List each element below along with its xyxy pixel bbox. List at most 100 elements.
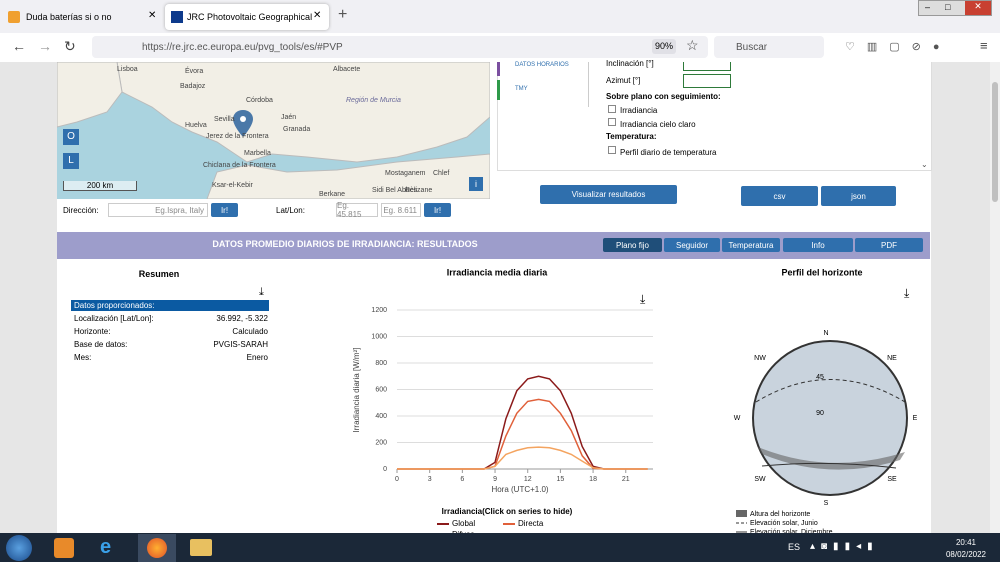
language[interactable]: ES [788, 542, 801, 552]
download-icon[interactable]: ⤓ [640, 292, 646, 306]
go-button[interactable]: Ir! [211, 203, 238, 217]
result-tab[interactable]: Seguidor [664, 238, 720, 252]
json-button[interactable]: json [821, 186, 896, 206]
direction-label: SW [754, 476, 766, 483]
azimuth-label: Azimut [°] [606, 76, 641, 85]
tab[interactable]: Duda baterías si o no ✕ [4, 6, 162, 28]
map-label: Marbella [244, 150, 271, 157]
map-label: Berkane [319, 191, 346, 198]
lat-input[interactable]: Eg. 45.815 [336, 201, 378, 219]
view-results[interactable]: Visualizar resultados [540, 185, 677, 204]
forward[interactable]: → [38, 38, 52, 54]
tray-icons[interactable]: ▴◙▮▮◂▮ [810, 541, 879, 552]
start-button[interactable] [6, 535, 32, 561]
y-axis-label: Irradiancia diaria [W/m²] [352, 348, 361, 433]
taskbar-app-active[interactable] [138, 534, 176, 562]
checkbox[interactable] [608, 146, 616, 154]
checkbox[interactable] [608, 105, 616, 113]
scroll-thumb[interactable] [992, 82, 998, 202]
go-button[interactable]: Ir! [424, 203, 451, 217]
summary-value: PVGIS-SARAH [213, 340, 268, 349]
checkbox-label: Perfil diario de temperatura [620, 148, 717, 157]
result-tab[interactable]: PDF [855, 238, 923, 252]
taskbar-app[interactable] [190, 539, 212, 556]
taskbar-app[interactable] [54, 538, 74, 558]
menu[interactable]: ≡ [980, 38, 988, 53]
window-controls[interactable]: – □ ✕ [918, 0, 992, 16]
legend-entry[interactable]: Global [452, 519, 475, 528]
legend-entry[interactable]: Directa [518, 519, 544, 528]
option-tab[interactable]: TMY [515, 86, 528, 92]
divider [588, 62, 589, 107]
bookmark-star[interactable]: ☆ [686, 37, 699, 53]
panel-scroll[interactable]: ⌄ [921, 160, 928, 169]
address-bar[interactable]: https://re.jrc.ec.europa.eu/pvg_tools/es… [92, 36, 708, 58]
map-label: Sidi Bel Abbès [372, 187, 418, 194]
summary-value: Enero [246, 353, 268, 362]
maximize[interactable]: □ [945, 2, 951, 12]
scrollbar[interactable] [990, 62, 1000, 533]
ring-label: 45 [816, 374, 824, 381]
minimize[interactable]: – [925, 2, 931, 12]
options-panel [497, 62, 932, 171]
horizon-disc [752, 340, 908, 496]
inclination-label: Inclinación [°] [606, 59, 654, 68]
location-pin[interactable] [233, 110, 253, 137]
tab-title: Duda baterías si o no [26, 12, 112, 22]
result-tab[interactable]: Plano fijo [603, 238, 662, 252]
firefox-icon [147, 538, 167, 558]
tab-close[interactable]: ✕ [148, 10, 157, 21]
checkbox-label: Irradiancia cielo claro [620, 120, 696, 129]
toolbar-icons[interactable]: ♡▥▢⊘● [845, 41, 952, 53]
option-tab[interactable]: DATOS HORARIOS [515, 62, 569, 68]
y-tick-label: 600 [375, 386, 387, 393]
address-input[interactable]: Eg.Ispra, Italy [108, 203, 208, 217]
map-button[interactable]: L [63, 153, 79, 169]
back[interactable]: ← [12, 38, 26, 54]
map-label: Chlef [433, 170, 450, 177]
inclination-input[interactable] [683, 62, 731, 71]
result-tab[interactable]: Info [783, 238, 853, 252]
reload[interactable]: ↻ [64, 38, 76, 54]
result-tab[interactable]: Temperatura [722, 238, 780, 252]
summary-header: Datos proporcionados: [71, 300, 269, 311]
series-line [397, 446, 648, 470]
tab-marker [497, 62, 500, 76]
zoom[interactable]: 90% [652, 39, 676, 54]
results-title: DATOS PROMEDIO DIARIOS DE IRRADIANCIA: R… [212, 239, 478, 249]
search-box[interactable]: Buscar [714, 36, 824, 58]
chart: Irradiancia media diaria ⤓ Hora (UTC+1.0… [352, 267, 653, 533]
x-tick-label: 12 [524, 476, 532, 483]
y-tick-label: 0 [383, 466, 387, 473]
section-title: Temperatura: [606, 132, 657, 141]
new-tab[interactable]: + [338, 6, 348, 23]
taskbar-app[interactable]: e [100, 536, 112, 558]
map-info[interactable]: i [469, 177, 483, 191]
close[interactable]: ✕ [965, 1, 991, 15]
summary-key: Base de datos: [74, 340, 128, 349]
tab-close[interactable]: ✕ [313, 10, 322, 21]
tab-active[interactable]: JRC Photovoltaic Geographical ✕ [165, 4, 329, 30]
north-africa [206, 153, 490, 199]
azimuth-input[interactable] [683, 74, 731, 88]
map-label: Ksar-el-Kebir [212, 182, 253, 189]
map[interactable] [57, 62, 490, 199]
tab-title: JRC Photovoltaic Geographical [187, 12, 313, 22]
map-label: Región de Murcia [346, 97, 401, 104]
map-label: Évora [185, 68, 204, 75]
map-label: Granada [283, 126, 311, 133]
download-icon[interactable]: ⤓ [259, 286, 264, 298]
sun-path-june [755, 379, 906, 403]
map-button[interactable]: O [63, 129, 79, 145]
ring-label: 90 [816, 410, 824, 417]
legend-entry[interactable]: Difusa [452, 530, 475, 533]
sun-path-december [761, 462, 897, 469]
checkbox[interactable] [608, 118, 616, 126]
download-icon[interactable]: ⤓ [904, 286, 910, 300]
summary-key: Horizonte: [74, 327, 111, 336]
lon-input[interactable]: Eg. 8.611 [381, 203, 421, 217]
horizon-title: Perfil del horizonte [781, 267, 862, 277]
summary-key: Mes: [74, 353, 92, 362]
csv-button[interactable]: csv [741, 186, 818, 206]
